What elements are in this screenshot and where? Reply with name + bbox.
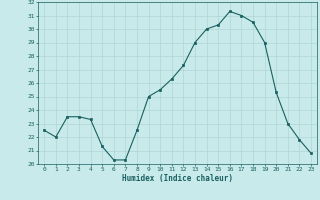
X-axis label: Humidex (Indice chaleur): Humidex (Indice chaleur) bbox=[122, 174, 233, 183]
